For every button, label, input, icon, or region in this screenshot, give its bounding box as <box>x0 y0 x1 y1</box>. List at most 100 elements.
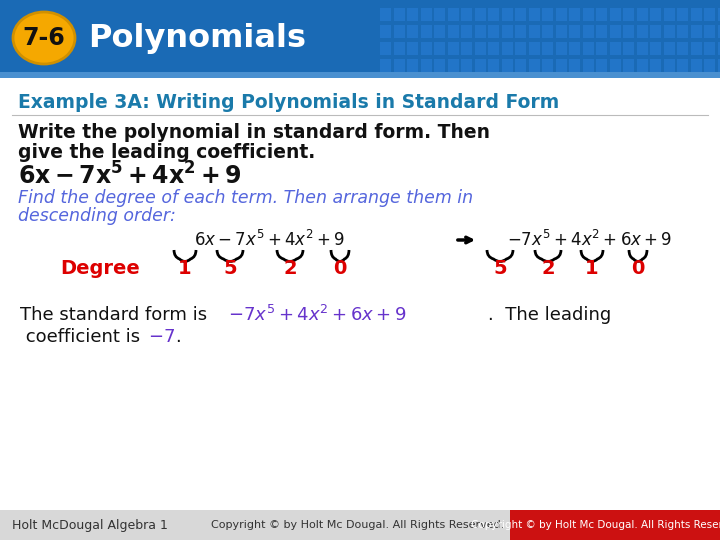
Bar <box>596 59 607 72</box>
Bar <box>542 42 553 55</box>
Bar <box>488 25 499 38</box>
Bar <box>528 8 539 21</box>
Text: $\mathbf{6x - 7x^5 + 4x^2 + 9}$: $\mathbf{6x - 7x^5 + 4x^2 + 9}$ <box>18 163 242 190</box>
Bar <box>704 42 715 55</box>
Bar <box>636 59 647 72</box>
Bar <box>718 8 720 21</box>
Bar <box>582 42 593 55</box>
Bar <box>488 59 499 72</box>
Text: coefficient is: coefficient is <box>20 328 140 346</box>
Bar <box>420 42 431 55</box>
Bar <box>542 25 553 38</box>
Text: Write the polynomial in standard form. Then: Write the polynomial in standard form. T… <box>18 124 490 143</box>
Bar <box>636 25 647 38</box>
Bar <box>420 59 431 72</box>
Text: $-7x^5 + 4x^2 + 6x + 9$: $-7x^5 + 4x^2 + 6x + 9$ <box>228 305 407 325</box>
Bar <box>380 25 391 38</box>
Bar <box>420 8 431 21</box>
Bar <box>0 0 720 75</box>
Bar <box>623 25 634 38</box>
Text: 2: 2 <box>283 259 297 278</box>
Bar <box>664 8 675 21</box>
Bar <box>704 8 715 21</box>
Bar <box>704 25 715 38</box>
Bar <box>461 8 472 21</box>
Bar <box>582 59 593 72</box>
Bar <box>664 25 675 38</box>
Bar <box>623 42 634 55</box>
Bar <box>515 25 526 38</box>
Text: 1: 1 <box>178 259 192 278</box>
Bar <box>677 59 688 72</box>
Bar <box>664 42 675 55</box>
Bar <box>502 59 513 72</box>
Bar <box>488 8 499 21</box>
Bar <box>0 78 720 510</box>
Bar <box>569 8 580 21</box>
Bar <box>569 25 580 38</box>
Bar <box>610 8 621 21</box>
Text: 0: 0 <box>333 259 347 278</box>
Bar <box>394 25 405 38</box>
Bar <box>510 510 720 540</box>
Bar <box>448 59 459 72</box>
Bar <box>650 42 661 55</box>
Bar <box>718 25 720 38</box>
Text: .: . <box>175 328 181 346</box>
Bar <box>718 59 720 72</box>
Bar <box>677 8 688 21</box>
Bar <box>474 8 485 21</box>
Bar <box>610 25 621 38</box>
Bar <box>704 59 715 72</box>
Bar <box>448 8 459 21</box>
Bar <box>596 42 607 55</box>
Bar <box>542 59 553 72</box>
Bar <box>0 72 720 78</box>
Text: 0: 0 <box>631 259 644 278</box>
Text: Example 3A: Writing Polynomials in Standard Form: Example 3A: Writing Polynomials in Stand… <box>18 93 559 112</box>
Bar <box>407 42 418 55</box>
Bar <box>434 42 445 55</box>
Text: Find the degree of each term. Then arrange them in: Find the degree of each term. Then arran… <box>18 189 473 207</box>
Bar <box>610 42 621 55</box>
Text: The standard form is: The standard form is <box>20 306 207 324</box>
Text: .  The leading: . The leading <box>488 306 611 324</box>
Bar <box>636 42 647 55</box>
Bar <box>582 8 593 21</box>
Bar <box>690 42 701 55</box>
Bar <box>380 42 391 55</box>
Bar <box>515 59 526 72</box>
Text: Copyright © by Holt Mc Dougal. All Rights Reserved.: Copyright © by Holt Mc Dougal. All Right… <box>471 520 720 530</box>
Bar <box>448 25 459 38</box>
Bar <box>542 8 553 21</box>
Bar <box>718 42 720 55</box>
Text: $-7$: $-7$ <box>148 328 175 346</box>
Bar <box>394 8 405 21</box>
Text: 5: 5 <box>223 259 237 278</box>
Bar <box>677 42 688 55</box>
Bar <box>502 8 513 21</box>
Bar <box>677 25 688 38</box>
Bar <box>528 42 539 55</box>
Bar <box>528 59 539 72</box>
Text: $6x - 7x^5 + 4x^2 + 9$: $6x - 7x^5 + 4x^2 + 9$ <box>194 230 346 250</box>
Bar <box>380 8 391 21</box>
Bar <box>394 42 405 55</box>
Text: Polynomials: Polynomials <box>88 23 306 53</box>
Text: Copyright © by Holt Mc Dougal. All Rights Reserved.: Copyright © by Holt Mc Dougal. All Right… <box>211 520 504 530</box>
Bar <box>556 8 567 21</box>
Bar <box>420 25 431 38</box>
Bar <box>515 8 526 21</box>
Bar <box>407 8 418 21</box>
Bar <box>380 59 391 72</box>
Bar <box>636 8 647 21</box>
Bar <box>474 25 485 38</box>
Bar <box>650 8 661 21</box>
Bar <box>461 42 472 55</box>
Bar <box>502 42 513 55</box>
Bar <box>582 25 593 38</box>
Text: descending order:: descending order: <box>18 207 176 225</box>
Bar <box>407 25 418 38</box>
Bar <box>461 59 472 72</box>
Bar <box>394 59 405 72</box>
